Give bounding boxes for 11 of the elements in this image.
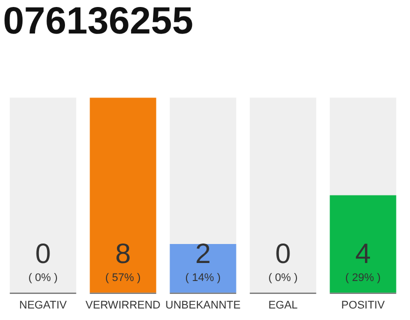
data-label: 4 ( 29% ) <box>345 238 381 284</box>
x-tick-label: NEGATIV <box>19 299 68 312</box>
x-tick-label: UNBEKANNTE <box>165 299 241 312</box>
x-tick-label: VERWIRREND <box>86 299 161 312</box>
chart-title: 076136255 <box>3 0 194 42</box>
data-label: 0 ( 0% ) <box>268 238 298 284</box>
data-label: 0 ( 0% ) <box>28 238 58 284</box>
x-tick-label: POSITIV <box>341 299 386 312</box>
data-label: 8 ( 57% ) <box>105 238 141 284</box>
x-tick-label: EGAL <box>268 299 298 312</box>
data-label: 2 ( 14% ) <box>185 238 221 284</box>
